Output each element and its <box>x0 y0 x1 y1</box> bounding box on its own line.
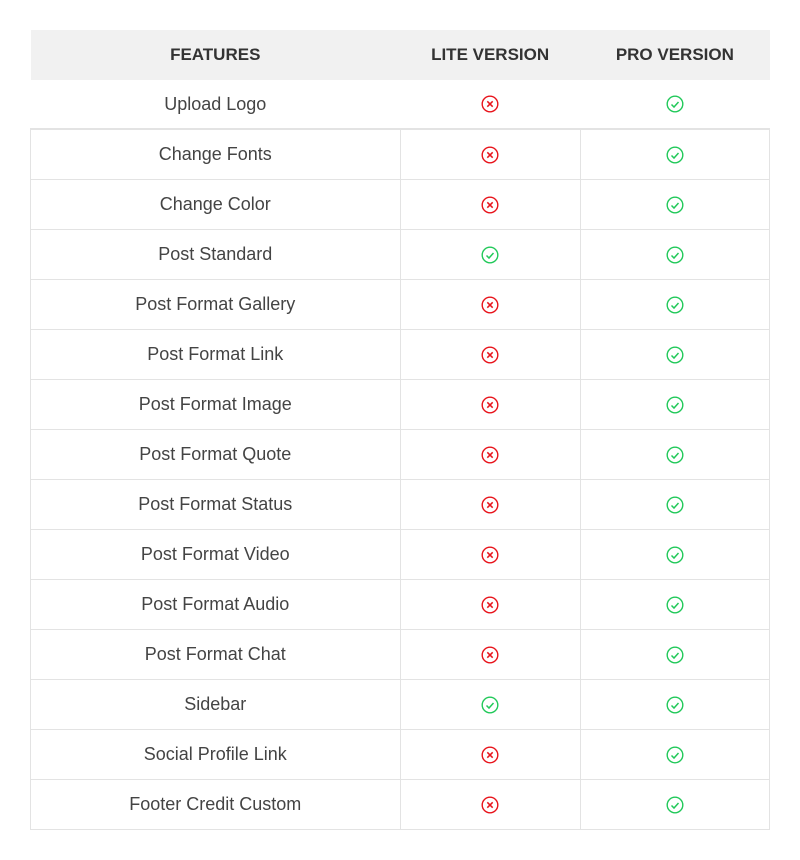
lite-availability <box>399 379 581 430</box>
table-row: Post Format Status <box>30 479 771 530</box>
x-circle-icon <box>481 745 499 764</box>
x-circle-icon <box>481 95 499 113</box>
x-circle-icon <box>481 645 499 664</box>
check-circle-icon <box>666 345 684 364</box>
x-circle-icon <box>481 395 499 414</box>
lite-availability <box>399 779 581 830</box>
check-circle-icon <box>666 745 684 764</box>
pro-availability <box>579 629 771 680</box>
feature-name: Sidebar <box>30 679 401 730</box>
feature-name: Post Format Video <box>30 529 401 580</box>
header-features: FEATURES <box>30 30 400 80</box>
x-circle-icon <box>481 445 499 464</box>
header-lite-version: LITE VERSION <box>400 30 581 80</box>
table-row: Sidebar <box>30 679 771 730</box>
check-circle-icon <box>666 545 684 564</box>
feature-name: Upload Logo <box>30 80 400 130</box>
pro-availability <box>579 479 771 530</box>
table-row: Post Standard <box>30 229 771 280</box>
pro-availability <box>579 179 771 230</box>
table-row: Post Format Audio <box>30 579 771 630</box>
header-pro-version: PRO VERSION <box>580 30 770 80</box>
feature-name: Post Format Gallery <box>30 279 401 330</box>
table-row: Post Format Quote <box>30 429 771 480</box>
lite-availability <box>399 629 581 680</box>
feature-name: Post Format Link <box>30 329 401 380</box>
feature-name: Social Profile Link <box>30 729 401 780</box>
pro-availability <box>579 329 771 380</box>
check-circle-icon <box>666 695 684 714</box>
lite-availability <box>399 329 581 380</box>
pro-availability <box>579 429 771 480</box>
check-circle-icon <box>666 795 684 814</box>
pro-availability <box>579 128 771 180</box>
pro-availability <box>579 579 771 630</box>
lite-availability <box>400 80 581 130</box>
feature-name: Post Format Quote <box>30 429 401 480</box>
header-row: FEATURES LITE VERSION PRO VERSION <box>30 30 770 80</box>
check-circle-icon <box>481 245 499 264</box>
feature-name: Change Color <box>30 179 401 230</box>
pro-availability <box>579 279 771 330</box>
lite-availability <box>399 179 581 230</box>
table-row: Social Profile Link <box>30 729 771 780</box>
pro-availability <box>579 229 771 280</box>
pro-availability <box>579 529 771 580</box>
table-row: Upload Logo <box>30 80 770 130</box>
check-circle-icon <box>666 645 684 664</box>
pro-availability <box>579 729 771 780</box>
pro-availability <box>580 80 770 130</box>
lite-availability <box>399 128 581 180</box>
table-row: Post Format Gallery <box>30 279 771 330</box>
lite-availability <box>399 429 581 480</box>
x-circle-icon <box>481 345 499 364</box>
x-circle-icon <box>481 595 499 614</box>
feature-name: Post Format Status <box>30 479 401 530</box>
feature-comparison-table: FEATURES LITE VERSION PRO VERSION Upload… <box>30 30 771 830</box>
table-row: Footer Credit Custom <box>30 779 771 830</box>
feature-name: Footer Credit Custom <box>30 779 401 830</box>
lite-availability <box>399 729 581 780</box>
lite-availability <box>399 479 581 530</box>
pro-availability <box>579 779 771 830</box>
x-circle-icon <box>481 195 499 214</box>
check-circle-icon <box>666 195 684 214</box>
feature-name: Post Standard <box>30 229 401 280</box>
x-circle-icon <box>481 795 499 814</box>
x-circle-icon <box>481 295 499 314</box>
x-circle-icon <box>481 545 499 564</box>
lite-availability <box>399 679 581 730</box>
table-row: Change Fonts <box>30 128 771 180</box>
feature-name: Post Format Image <box>30 379 401 430</box>
check-circle-icon <box>666 145 684 164</box>
check-circle-icon <box>666 245 684 264</box>
table-row: Change Color <box>30 179 771 230</box>
table-row: Post Format Image <box>30 379 771 430</box>
table-row: Post Format Video <box>30 529 771 580</box>
table-row: Post Format Chat <box>30 629 771 680</box>
check-circle-icon <box>666 395 684 414</box>
check-circle-icon <box>666 295 684 314</box>
lite-availability <box>399 579 581 630</box>
pro-availability <box>579 679 771 730</box>
feature-name: Post Format Audio <box>30 579 401 630</box>
lite-availability <box>399 279 581 330</box>
check-circle-icon <box>481 695 499 714</box>
table-row: Post Format Link <box>30 329 771 380</box>
feature-name: Post Format Chat <box>30 629 401 680</box>
pro-availability <box>579 379 771 430</box>
feature-name: Change Fonts <box>30 128 401 180</box>
x-circle-icon <box>481 495 499 514</box>
lite-availability <box>399 229 581 280</box>
x-circle-icon <box>481 145 499 164</box>
lite-availability <box>399 529 581 580</box>
check-circle-icon <box>666 595 684 614</box>
check-circle-icon <box>666 445 684 464</box>
check-circle-icon <box>666 95 684 113</box>
check-circle-icon <box>666 495 684 514</box>
